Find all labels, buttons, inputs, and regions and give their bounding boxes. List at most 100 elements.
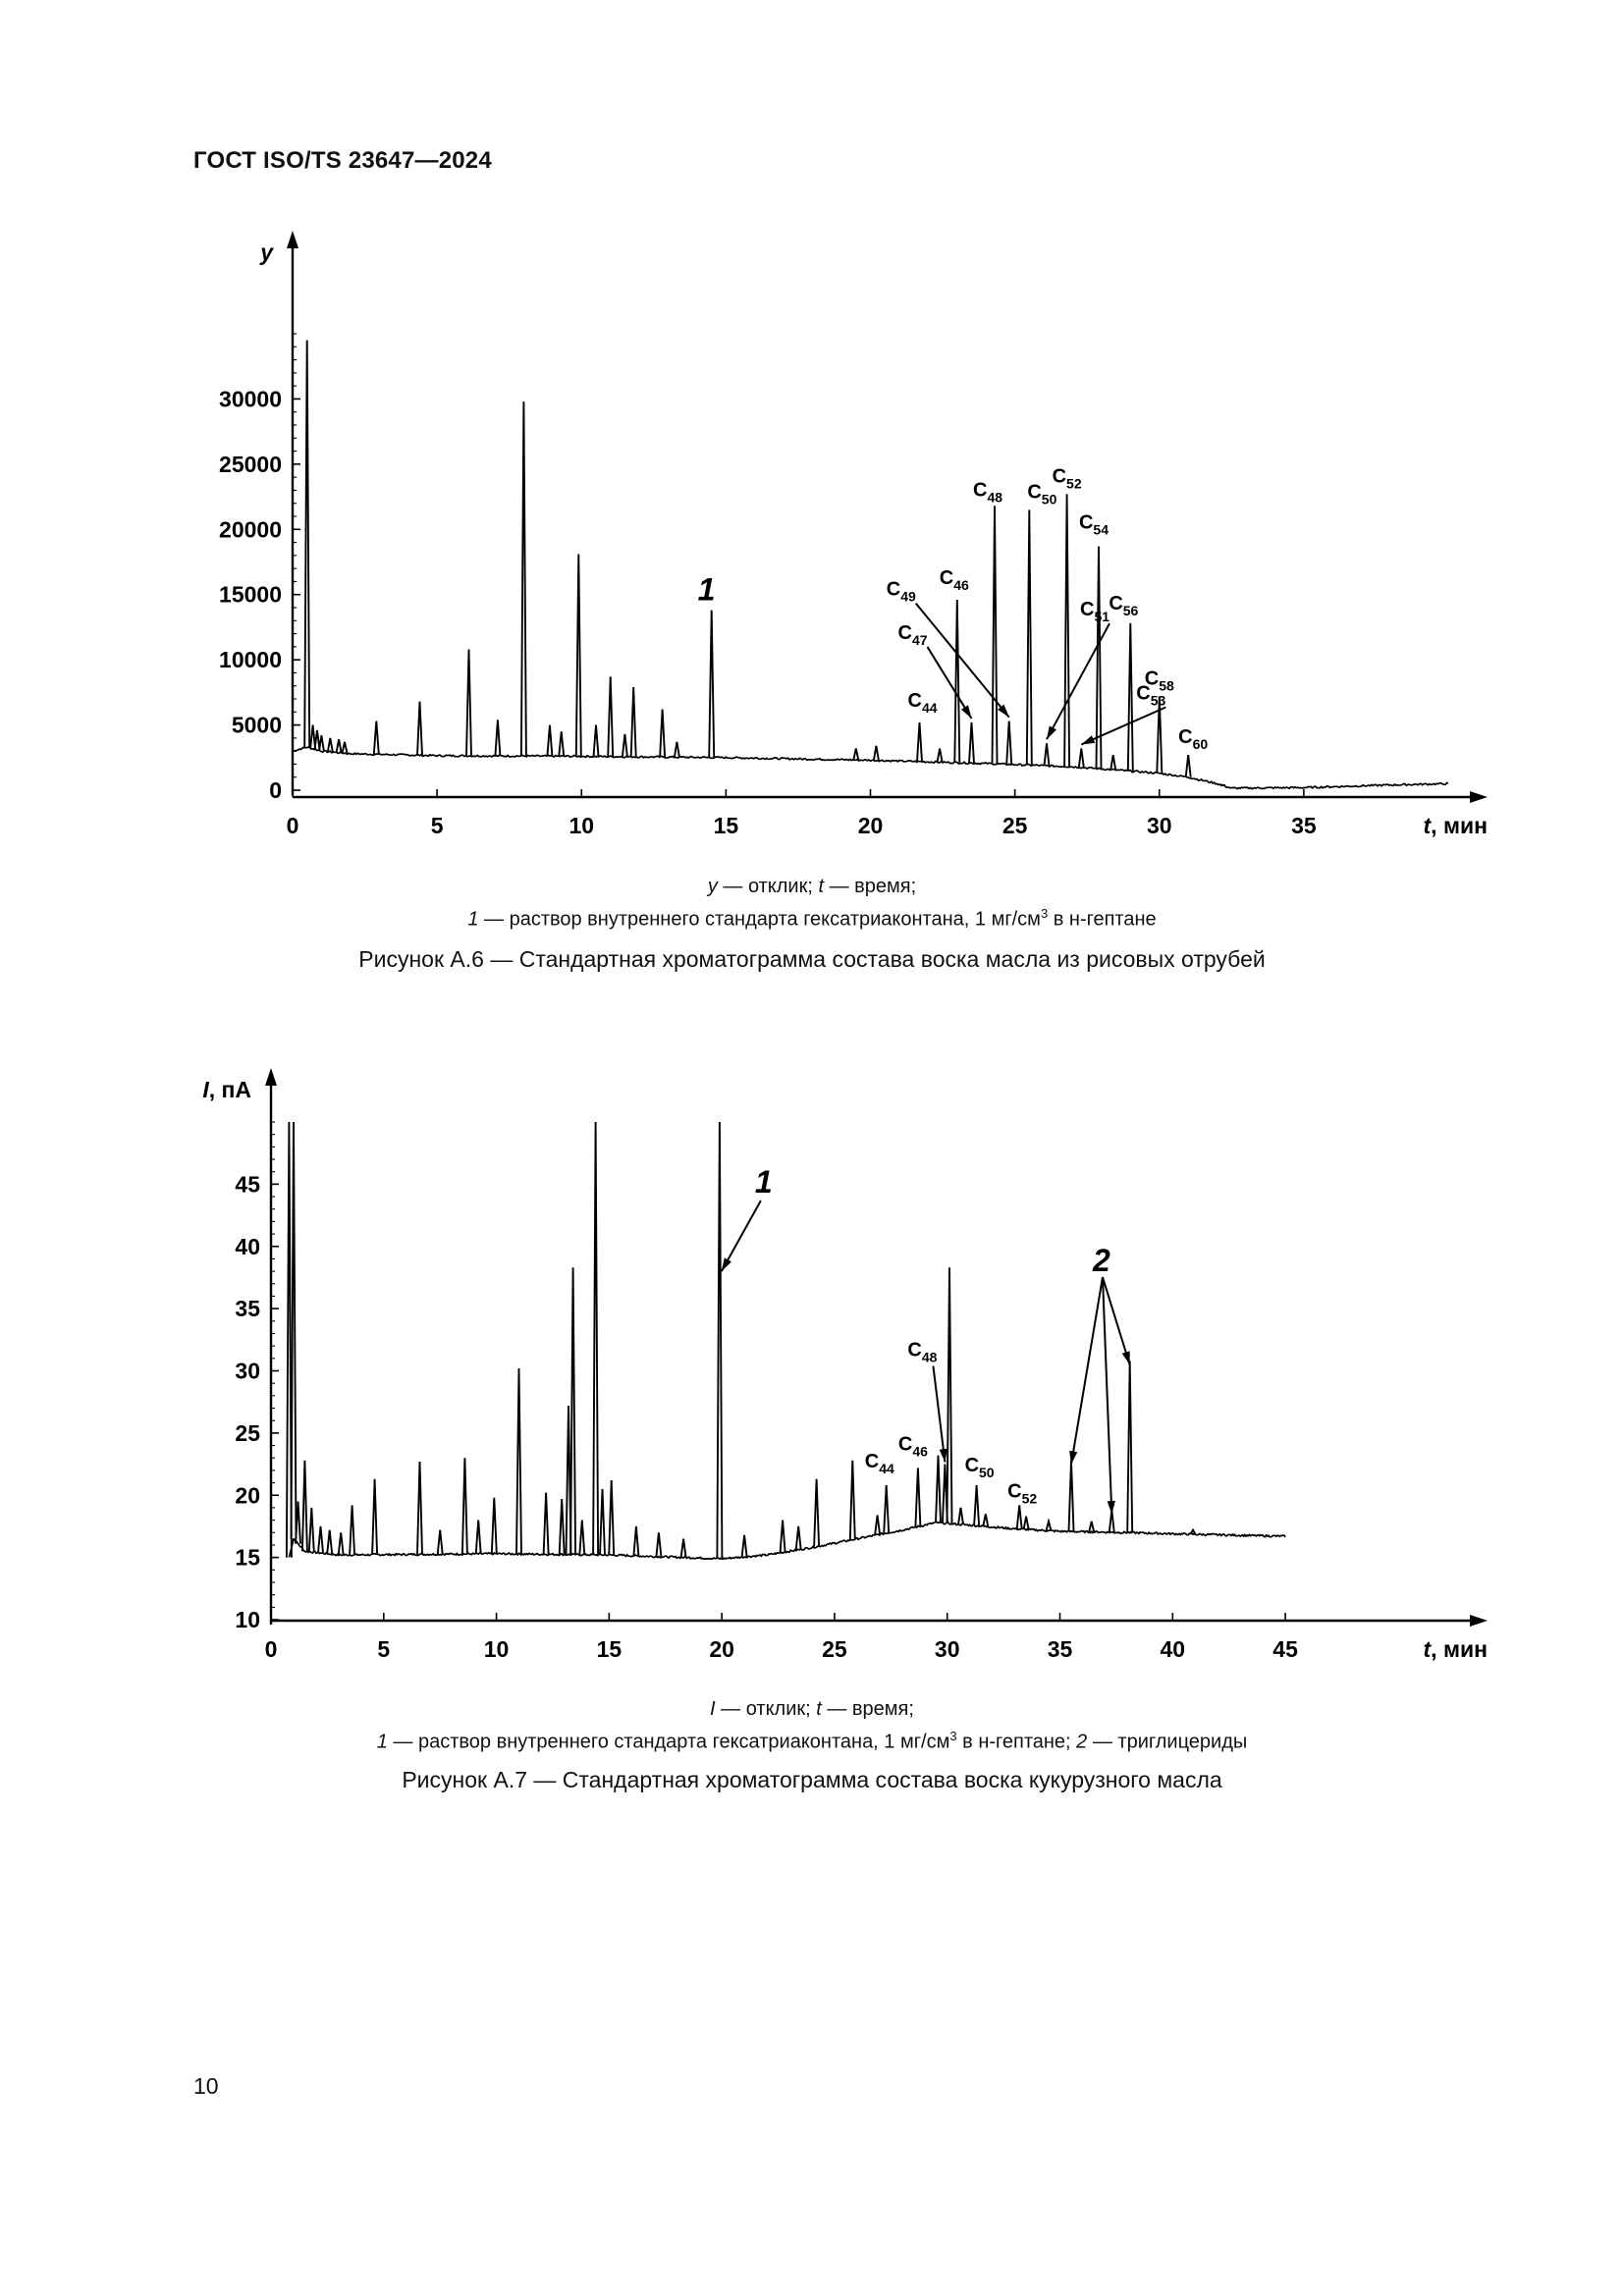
peak: [558, 1499, 566, 1555]
peak-label: C60: [1178, 726, 1208, 752]
x-axis-label: t, мин: [1424, 813, 1489, 838]
peak: [494, 720, 502, 757]
x-tick-label: 5: [377, 1636, 390, 1662]
peak: [883, 1485, 891, 1533]
peak: [574, 554, 582, 757]
peak-label: C46: [940, 567, 969, 593]
x-tick-label: 15: [597, 1636, 623, 1662]
peak: [914, 1468, 922, 1527]
y-tick-label: 20000: [219, 516, 282, 542]
peak-label: C51: [1080, 599, 1110, 624]
peak: [1189, 1527, 1197, 1535]
peak: [542, 1492, 550, 1555]
arrowhead-icon: [721, 1257, 731, 1272]
peak: [1045, 1518, 1053, 1531]
label-arrow: [720, 1200, 762, 1272]
peak: [982, 1514, 990, 1527]
arrowhead-icon: [998, 704, 1009, 718]
peak: [659, 709, 667, 758]
y-tick-label: 30: [235, 1359, 260, 1384]
x-tick-label: 25: [822, 1636, 847, 1662]
peak-label: C47: [897, 622, 927, 648]
peak: [957, 1507, 964, 1525]
figure-a6-caption: Рисунок А.6 — Стандартная хроматограмма …: [358, 946, 1266, 972]
peak: [303, 340, 311, 748]
peak: [307, 1507, 315, 1553]
peak-label: C56: [1109, 593, 1138, 618]
peak: [874, 1515, 882, 1535]
peak-label: C50: [965, 1455, 995, 1480]
x-tick-label: 10: [484, 1636, 510, 1662]
y-tick-label: 0: [269, 777, 282, 803]
peak: [740, 1534, 748, 1558]
peak-label: C48: [973, 479, 1002, 505]
legend-line-1: I — отклик; t — время;: [710, 1698, 914, 1720]
peak: [592, 724, 600, 757]
label-arrow: [1080, 706, 1166, 746]
peak: [708, 610, 716, 758]
peak: [813, 1478, 821, 1547]
label-arrow: [1102, 1276, 1131, 1365]
y-tick-label: 40: [235, 1234, 260, 1259]
figure-a6-legend: y — отклик; t — время; 1 — раствор внутр…: [0, 874, 1624, 934]
peak: [309, 724, 317, 749]
legend-line-1: y — отклик; t — время;: [707, 876, 917, 897]
peak-label: C53: [1136, 682, 1165, 708]
peak: [599, 1488, 606, 1556]
peak: [290, 1121, 298, 1539]
peak-callout-triglycerides: 2: [1092, 1243, 1110, 1278]
x-tick-label: 0: [265, 1636, 278, 1662]
peak: [317, 735, 325, 752]
x-axis-label: t, мин: [1424, 1636, 1489, 1662]
peak: [436, 1529, 444, 1555]
peak: [335, 739, 343, 753]
peak-label: C52: [1007, 1480, 1037, 1506]
peak-label: C48: [907, 1340, 937, 1365]
peak: [1077, 748, 1085, 768]
peak: [371, 1478, 379, 1555]
peak: [621, 733, 628, 758]
x-axis-arrow-icon: [1470, 1615, 1488, 1627]
peak: [953, 599, 961, 763]
peak-label: C52: [1053, 465, 1082, 491]
peak: [629, 686, 637, 757]
peak: [313, 729, 321, 751]
arrowhead-icon: [1107, 1500, 1115, 1515]
peak-label: C44: [865, 1451, 894, 1476]
y-tick-label: 15: [235, 1545, 260, 1571]
peak: [337, 1532, 345, 1556]
peak: [936, 748, 944, 763]
peak: [569, 1267, 577, 1555]
y-axis-arrow-icon: [287, 231, 298, 248]
peak: [1126, 622, 1134, 772]
x-tick-label: 0: [287, 813, 299, 838]
x-tick-label: 30: [935, 1636, 960, 1662]
peak: [1110, 754, 1117, 771]
y-tick-label: 10: [235, 1607, 260, 1632]
peak: [349, 1505, 356, 1556]
peak: [973, 1485, 981, 1526]
peak: [515, 1367, 522, 1555]
arrowhead-icon: [1069, 1450, 1078, 1465]
y-axis-label: y: [259, 240, 274, 265]
peak: [1005, 721, 1013, 765]
peak: [673, 741, 680, 758]
peak-label: C54: [1079, 512, 1109, 538]
peak-callout-internal-standard: 1: [755, 1164, 773, 1200]
peak: [317, 1525, 324, 1554]
y-tick-label: 25: [235, 1420, 260, 1446]
x-tick-label: 10: [568, 813, 594, 838]
peak: [592, 1121, 600, 1555]
x-tick-label: 5: [431, 813, 444, 838]
baseline-signal: [292, 746, 1449, 790]
peak: [607, 676, 615, 757]
y-tick-label: 30000: [219, 386, 282, 411]
y-tick-label: 15000: [219, 582, 282, 608]
peak: [872, 745, 880, 761]
y-axis-arrow-icon: [265, 1068, 277, 1086]
label-arrow: [926, 646, 973, 720]
x-tick-label: 35: [1048, 1636, 1073, 1662]
label-arrow: [1070, 1276, 1104, 1465]
peak: [916, 721, 923, 762]
arrowhead-icon: [939, 1448, 947, 1463]
